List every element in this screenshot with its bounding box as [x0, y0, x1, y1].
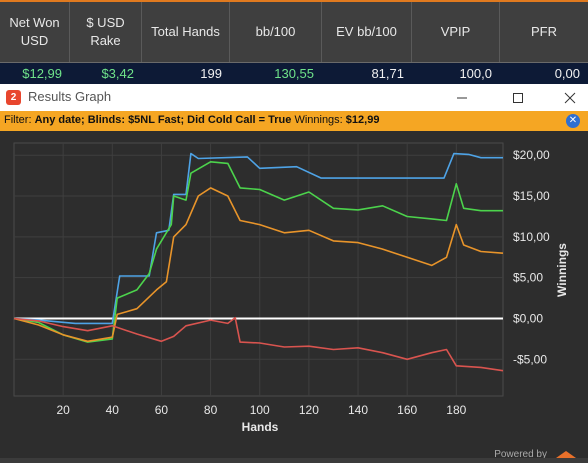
x-tick-label: 120 [299, 403, 319, 417]
x-tick-label: 160 [397, 403, 417, 417]
x-tick-label: 40 [106, 403, 120, 417]
winnings-label: Winnings: [294, 114, 343, 126]
x-tick-label: 80 [204, 403, 218, 417]
header-ev-bb100[interactable]: EV bb/100 [322, 2, 412, 62]
stats-header-row: Net Won USD $ USD Rake Total Hands bb/10… [0, 2, 588, 62]
close-button[interactable] [552, 84, 588, 111]
value-net-won: $12,99 [22, 66, 62, 81]
filter-text: Filter: Any date; Blinds: $5NL Fast; Did… [4, 114, 379, 126]
maximize-icon [513, 92, 523, 103]
value-ev-bb100: 81,71 [371, 66, 404, 81]
filter-clear-icon[interactable]: ✕ [566, 114, 580, 128]
y-tick-label: $20,00 [513, 148, 550, 162]
stats-table: Net Won USD $ USD Rake Total Hands bb/10… [0, 0, 588, 84]
titlebar[interactable]: 2 Results Graph [0, 84, 588, 111]
results-chart: 20 40 60 80 100 120 140 160 180 $20,00 $15,00 $10,… [13, 142, 576, 460]
stats-value-row[interactable]: $12,99 $3,42 199 130,55 81,71 100,0 0,00 [0, 62, 588, 84]
y-tick-label: -$5,00 [513, 352, 547, 366]
brand-logo-icon [556, 451, 576, 458]
series-line-1 [13, 152, 503, 325]
x-tick-label: 20 [56, 403, 70, 417]
value-vpip: 100,0 [459, 66, 492, 81]
y-tick-label: $10,00 [513, 230, 550, 244]
x-tick-label: 100 [250, 403, 270, 417]
x-axis-ticks: 20 40 60 80 100 120 140 160 180 [56, 403, 466, 417]
header-total-hands[interactable]: Total Hands [142, 2, 230, 62]
y-axis-ticks: $20,00 $15,00 $10,00 $5,00 $0,00 -$5,00 [513, 148, 550, 366]
plot-background [13, 142, 504, 397]
header-pfr[interactable]: PFR [531, 24, 557, 39]
header-rake[interactable]: $ USD Rake [70, 2, 142, 62]
minimize-button[interactable] [444, 84, 480, 111]
results-graph-window: 2 Results Graph Filter: Any date; Blinds… [0, 84, 588, 460]
minimize-icon [457, 97, 467, 98]
x-axis-label: Hands [242, 420, 279, 434]
value-pfr: 0,00 [554, 66, 580, 81]
chart-lines [13, 152, 504, 372]
x-tick-label: 180 [446, 403, 466, 417]
filter-criteria: Any date; Blinds: $5NL Fast; Did Cold Ca… [34, 114, 292, 126]
value-rake: $3,42 [101, 66, 134, 81]
chart-area: 20 40 60 80 100 120 140 160 180 $20,00 $15,00 $10,… [0, 131, 588, 460]
series-line-2 [13, 161, 503, 343]
filter-bar[interactable]: Filter: Any date; Blinds: $5NL Fast; Did… [0, 111, 588, 131]
value-total-hands: 199 [200, 66, 222, 81]
y-tick-label: $0,00 [513, 311, 543, 325]
powered-by-label: Powered by [494, 449, 547, 458]
value-bb100: 130,55 [274, 66, 314, 81]
header-vpip[interactable]: VPIP [412, 2, 500, 62]
window-title: Results Graph [28, 89, 112, 104]
close-icon [564, 92, 576, 103]
x-tick-label: 140 [348, 403, 368, 417]
chart-grid [13, 142, 504, 397]
filter-label: Filter: [4, 114, 32, 126]
y-axis-label: Winnings [555, 243, 569, 297]
header-net-won[interactable]: Net Won USD [0, 2, 70, 62]
header-bb100[interactable]: bb/100 [230, 2, 322, 62]
series-line-4 [13, 316, 504, 372]
winnings-value: $12,99 [345, 114, 380, 126]
app-logo-icon: 2 [6, 90, 21, 105]
x-tick-label: 60 [155, 403, 169, 417]
maximize-button[interactable] [500, 84, 536, 111]
y-tick-label: $5,00 [513, 271, 543, 285]
y-tick-label: $15,00 [513, 189, 550, 203]
